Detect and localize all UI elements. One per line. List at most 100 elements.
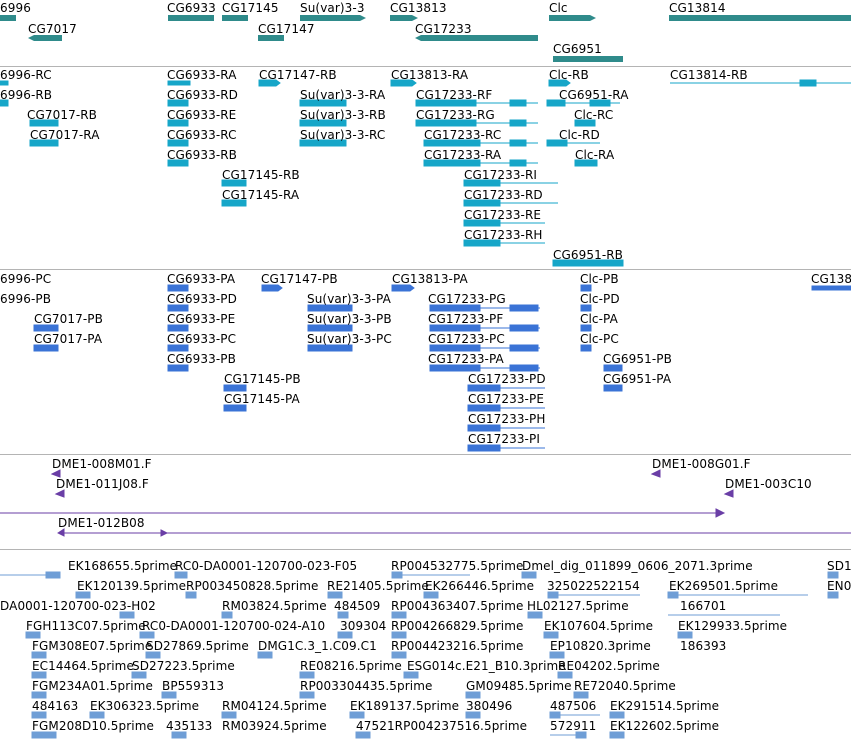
est-bar[interactable]: [119, 611, 135, 619]
transcript-bar[interactable]: [552, 259, 624, 267]
protein-bar[interactable]: [467, 424, 501, 432]
est-bar[interactable]: [299, 671, 315, 679]
clone-marker[interactable]: [160, 529, 169, 537]
gene-bar-cg17147[interactable]: [258, 35, 284, 41]
transcript-bar[interactable]: [167, 159, 189, 167]
protein-bar[interactable]: [467, 404, 501, 412]
est-bar[interactable]: [549, 711, 561, 719]
est-bar[interactable]: [145, 651, 161, 659]
gene-bar-cg6951[interactable]: [553, 56, 623, 62]
est-bar[interactable]: [171, 731, 187, 739]
protein-bar[interactable]: [580, 304, 592, 312]
est-bar[interactable]: [827, 571, 839, 579]
transcript-bar[interactable]: [167, 119, 189, 127]
protein-bar[interactable]: [603, 364, 623, 372]
transcript-bar[interactable]: [546, 139, 568, 147]
gene-bar-cg7017[interactable]: [28, 35, 62, 41]
transcript-bar[interactable]: [548, 79, 571, 87]
transcript-bar[interactable]: [423, 159, 481, 167]
gene-bar-suvar3-3[interactable]: [300, 15, 366, 21]
transcript-bar[interactable]: [574, 119, 596, 127]
est-bar[interactable]: [549, 651, 565, 659]
est-bar[interactable]: [337, 631, 353, 639]
transcript-bar[interactable]: [799, 79, 817, 87]
protein-bar[interactable]: [467, 384, 501, 392]
est-bar[interactable]: [609, 731, 625, 739]
gene-bar-clc[interactable]: [549, 15, 596, 21]
transcript-bar[interactable]: [463, 199, 501, 207]
est-bar[interactable]: [543, 631, 559, 639]
clone-marker[interactable]: [723, 489, 734, 498]
protein-bar[interactable]: [580, 344, 592, 352]
transcript-bar[interactable]: [221, 179, 247, 187]
est-bar[interactable]: [465, 711, 481, 719]
protein-bar[interactable]: [429, 324, 481, 332]
transcript-bar[interactable]: [463, 239, 501, 247]
transcript-bar[interactable]: [463, 219, 501, 227]
protein-bar[interactable]: [580, 324, 592, 332]
est-bar[interactable]: [31, 671, 47, 679]
protein-bar[interactable]: [167, 284, 189, 292]
est-bar[interactable]: [257, 651, 273, 659]
transcript-bar[interactable]: [299, 119, 347, 127]
protein-bar[interactable]: [167, 304, 189, 312]
protein-bar[interactable]: [429, 344, 481, 352]
est-bar[interactable]: [299, 691, 315, 699]
est-bar[interactable]: [557, 671, 573, 679]
transcript-bar[interactable]: [463, 179, 501, 187]
protein-bar[interactable]: [811, 285, 851, 291]
protein-bar[interactable]: [167, 344, 189, 352]
est-bar[interactable]: [221, 611, 233, 619]
protein-bar[interactable]: [223, 404, 247, 412]
est-bar[interactable]: [89, 711, 105, 719]
protein-bar[interactable]: [307, 344, 353, 352]
est-bar[interactable]: [573, 691, 589, 699]
clone-marker[interactable]: [54, 489, 65, 498]
est-bar[interactable]: [45, 571, 61, 579]
est-bar[interactable]: [521, 571, 537, 579]
transcript-bar[interactable]: [589, 99, 611, 107]
transcript-bar[interactable]: [574, 159, 598, 167]
transcript-bar[interactable]: [423, 139, 481, 147]
transcript-bar[interactable]: [167, 99, 189, 107]
protein-bar[interactable]: [580, 284, 592, 292]
est-bar[interactable]: [391, 651, 407, 659]
transcript-bar[interactable]: [299, 99, 347, 107]
protein-bar[interactable]: [603, 384, 623, 392]
est-bar[interactable]: [139, 631, 155, 639]
protein-bar[interactable]: [429, 304, 481, 312]
est-bar[interactable]: [349, 711, 365, 719]
est-bar[interactable]: [75, 591, 91, 599]
est-bar[interactable]: [547, 591, 559, 599]
est-bar[interactable]: [31, 711, 47, 719]
protein-bar[interactable]: [509, 344, 539, 352]
est-bar[interactable]: [31, 651, 47, 659]
transcript-bar[interactable]: [546, 99, 566, 107]
transcript-bar[interactable]: [258, 79, 281, 87]
est-bar[interactable]: [403, 671, 419, 679]
est-bar[interactable]: [575, 731, 587, 739]
transcript-bar[interactable]: [29, 139, 59, 147]
clone-marker[interactable]: [715, 508, 726, 518]
est-bar[interactable]: [827, 591, 839, 599]
est-bar[interactable]: [667, 591, 679, 599]
transcript-bar[interactable]: [509, 119, 527, 127]
transcript-bar[interactable]: [167, 80, 191, 86]
est-bar[interactable]: [185, 591, 197, 599]
transcript-bar[interactable]: [0, 99, 9, 107]
est-bar[interactable]: [609, 711, 625, 719]
protein-bar[interactable]: [33, 324, 59, 332]
transcript-bar[interactable]: [509, 139, 527, 147]
est-bar[interactable]: [131, 671, 147, 679]
protein-bar[interactable]: [509, 324, 539, 332]
protein-bar[interactable]: [261, 284, 283, 292]
protein-bar[interactable]: [223, 384, 247, 392]
protein-bar[interactable]: [467, 444, 501, 452]
est-bar[interactable]: [161, 691, 177, 699]
gene-bar-cg13814[interactable]: [669, 15, 851, 21]
est-bar[interactable]: [174, 571, 188, 579]
est-bar[interactable]: [31, 731, 57, 739]
protein-bar[interactable]: [509, 364, 539, 372]
est-bar[interactable]: [391, 571, 403, 579]
transcript-bar[interactable]: [299, 139, 347, 147]
